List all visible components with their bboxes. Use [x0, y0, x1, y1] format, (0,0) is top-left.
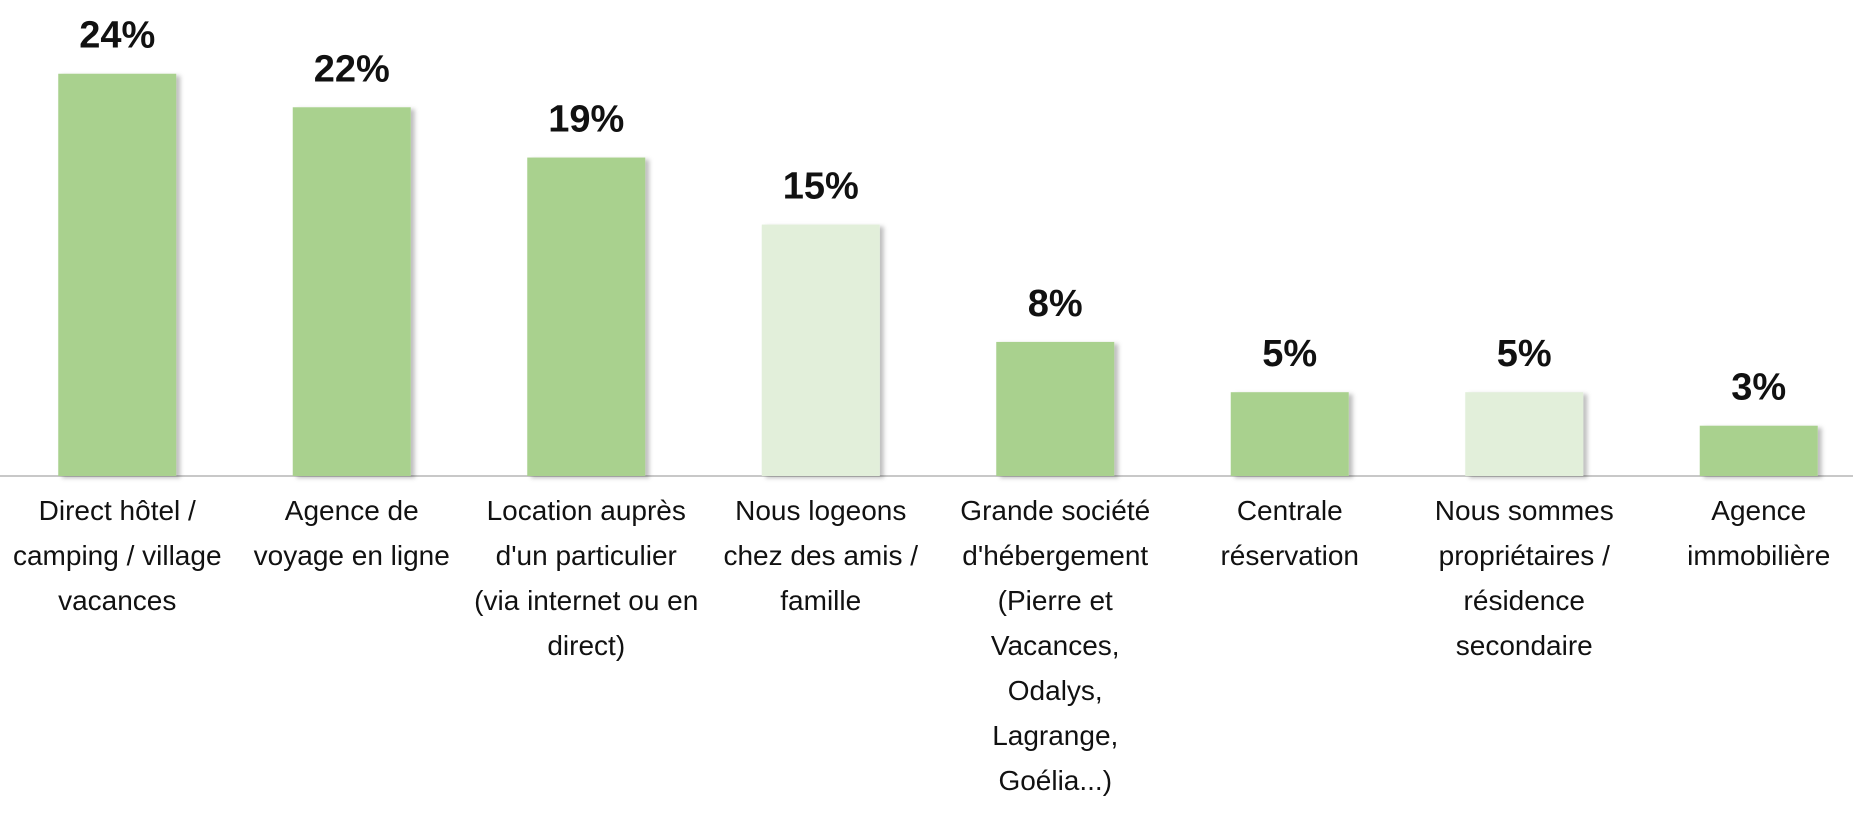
x-tick-label: Nous sommes propriétaires / résidence se… [1434, 495, 1614, 661]
bar [1465, 392, 1584, 476]
value-label: 5% [1262, 333, 1317, 375]
x-tick-label: Direct hôtel / camping / village vacance… [12, 495, 222, 616]
value-label: 24% [79, 15, 155, 57]
bar [996, 341, 1115, 476]
x-tick-label: Nous logeons chez des amis / famille [723, 495, 919, 616]
value-label: 19% [548, 99, 624, 141]
value-label: 5% [1497, 333, 1552, 375]
bar [527, 157, 646, 476]
x-tick-label: Centrale réservation [1220, 495, 1359, 571]
value-label: 22% [314, 48, 390, 90]
value-label: 8% [1028, 283, 1083, 325]
value-label: 15% [783, 166, 859, 208]
x-tick-label: Agence de voyage en ligne [253, 495, 450, 571]
x-tick-label: Grande société d'hébergement (Pierre et … [960, 495, 1151, 796]
value-label: 3% [1731, 367, 1786, 409]
bar [1699, 425, 1818, 476]
bar [58, 73, 177, 477]
bar [761, 224, 880, 476]
x-tick-label: Location auprès d'un particulier (via in… [474, 495, 699, 661]
bar [292, 107, 411, 476]
bar [1230, 392, 1349, 476]
x-tick-label: Agence immobilière [1687, 495, 1831, 571]
